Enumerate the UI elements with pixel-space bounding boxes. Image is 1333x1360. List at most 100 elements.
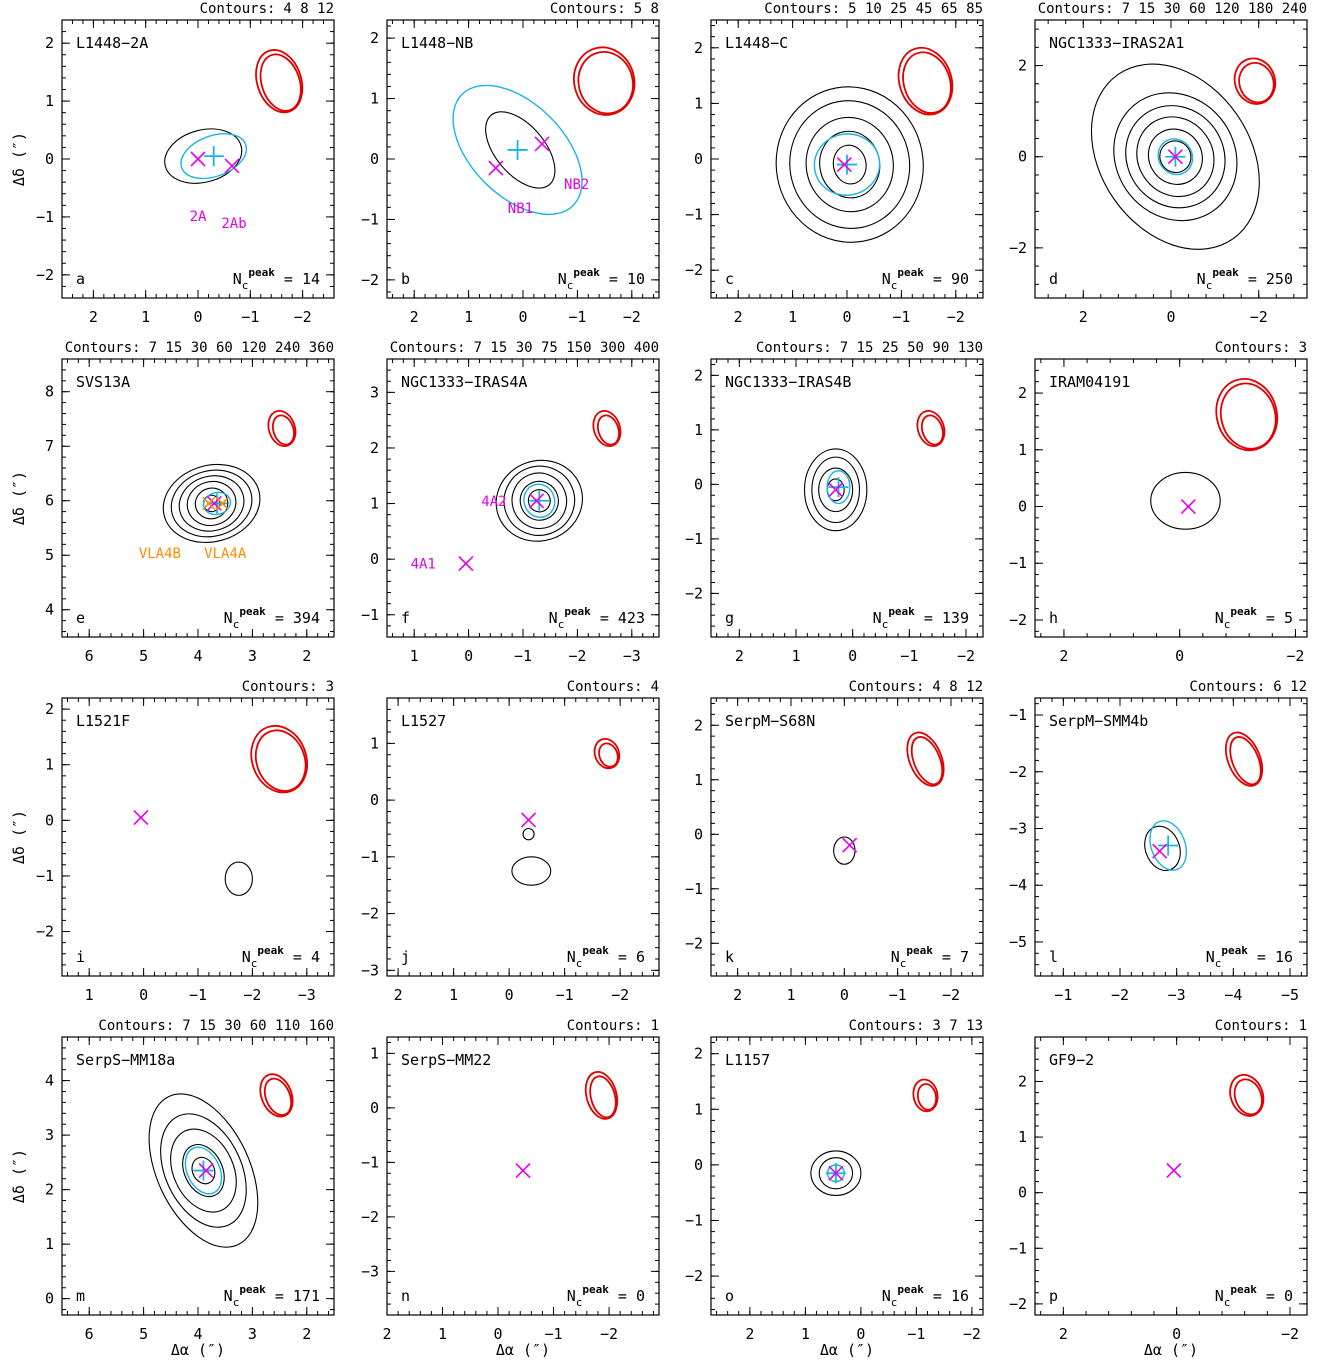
y-tick-label: 2 [45,34,54,52]
beam-ellipse [906,731,945,787]
npeak-sub: c [251,957,258,970]
panel-f: 1 0 −1 −2 −3 −1 0 1 2 3 Contours: 7 15 30 75 150 30… [361,340,660,665]
npeak-sup: peak [1212,266,1239,279]
npeak-sub: c [576,957,583,970]
source-label: NB2 [564,177,589,193]
contours-header: Contours: 4 8 12 [849,679,983,695]
y-tick-label: 4 [45,1072,54,1090]
y-tick-label: −2 [1009,611,1027,629]
npeak-value: 10 [627,270,645,288]
npeak-sup: peak [573,266,600,279]
contour-line [224,861,253,896]
x-tick-label: 2 [745,1325,754,1343]
npeak-sup: peak [1230,1283,1257,1296]
contour-line [789,100,911,229]
panel-letter: l [1049,948,1058,966]
beam-ellipse [1229,1074,1265,1117]
y-tick-label: 1 [694,1100,703,1118]
plot-frame [386,697,660,977]
contour-line [178,475,245,532]
y-tick-label: 2 [694,366,703,384]
npeak-n: N [1215,1287,1224,1305]
x-tick-label: 2 [733,986,742,1004]
npeak-eq: = [609,1287,636,1305]
source-marker [190,151,206,167]
source-marker [1167,149,1183,165]
panel-letter: o [725,1287,734,1305]
y-tick-label: −1 [361,606,379,624]
y-tick-label: 1 [45,756,54,774]
contour-line [503,465,576,536]
npeak-n: N [1206,948,1215,966]
y-tick-label: 0 [45,1290,54,1308]
x-tick-label: 0 [494,1325,503,1343]
x-tick-label: 2 [302,647,311,665]
contour-line [527,489,551,513]
y-tick-label: −2 [1009,763,1027,781]
npeak-sub: c [891,279,898,292]
y-tick-label: 0 [370,791,379,809]
npeak-text: Ncpeak = 6 [567,944,645,970]
npeak-eq: = [266,1287,293,1305]
contour-line [810,1150,862,1197]
panel-letter: k [725,948,734,966]
npeak-value: 423 [618,609,645,627]
npeak-sup: peak [906,944,933,957]
x-tick-label: 5 [139,1325,148,1343]
y-tick-label: 1 [370,1044,379,1062]
x-tick-label: 2 [394,986,403,1004]
vla-label: VLA4B [139,546,181,562]
npeak-n: N [558,270,567,288]
source-name: NGC1333−IRAS2A1 [1049,34,1184,52]
y-tick-label: 2 [694,39,703,57]
plot-frame [1034,19,1308,299]
contours-header: Contours: 7 15 30 60 120 180 240 [1038,1,1307,17]
npeak-eq: = [1257,609,1284,627]
y-tick-label: 8 [45,383,54,401]
npeak-text: Ncpeak = 0 [567,1283,645,1309]
npeak-text: Ncpeak = 139 [873,605,969,631]
x-tick-label: −1 [1054,986,1072,1004]
y-tick-label: 5 [45,546,54,564]
panel-letter: d [1049,270,1058,288]
contour-levels: 6 12 [1273,679,1307,695]
npeak-value: 0 [636,1287,645,1305]
source-marker [488,160,504,176]
contour-line [522,827,535,841]
npeak-text: Ncpeak = 5 [1215,605,1293,631]
x-tick-label: 1 [464,308,473,326]
y-tick-label: −2 [1009,239,1027,257]
x-tick-label: 0 [1172,1325,1181,1343]
y-axis-label: Δδ (″) [10,810,28,864]
x-tick-label: −1 [514,647,532,665]
contours-label: Contours: [849,679,925,695]
npeak-value: 139 [942,609,969,627]
x-tick-label: 3 [248,647,257,665]
contour-levels: 7 15 25 50 90 130 [840,340,983,356]
npeak-value: 90 [951,270,969,288]
npeak-n: N [224,609,233,627]
contours-label: Contours: [65,340,141,356]
x-tick-label: −1 [900,647,918,665]
contour-levels: 7 15 30 60 120 240 360 [149,340,334,356]
npeak-text: Ncpeak = 16 [1206,944,1293,970]
y-tick-label: −1 [1009,554,1027,572]
contour-levels: 7 15 30 60 120 180 240 [1122,1,1307,17]
npeak-value: 6 [636,948,645,966]
contour-line [1136,116,1215,198]
contours-header: Contours: 7 15 30 60 110 160 [98,1018,334,1034]
contours-label: Contours: [390,340,466,356]
contour-line [186,480,237,526]
y-tick-label: 0 [45,150,54,168]
x-tick-label: −1 [241,308,259,326]
contours-header: Contours: 1 [1215,1018,1307,1034]
contour-line [519,480,559,521]
contours-header: Contours: 1 [567,1018,659,1034]
source-name: NGC1333−IRAS4A [401,373,527,391]
beam-ellipse [1224,731,1264,787]
gaussian-fit-ellipse [452,84,583,216]
y-axis-label: Δδ (″) [10,1149,28,1203]
contour-line [162,463,261,543]
plot-frame [61,697,335,977]
